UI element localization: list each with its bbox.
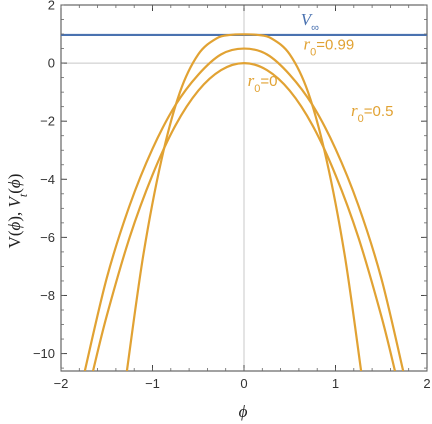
y-axis-label-part: V( [5,230,24,248]
x-tick-label: −2 [54,376,69,391]
y-axis-label-part: t [16,193,30,197]
tick-layer: −2 −1 0 1 220−2−4−6−8−10 [33,0,431,391]
x-tick-label: 2 [423,376,430,391]
annotation-symbol: r [351,101,358,120]
series-annotation: r0=0.5 [351,101,393,125]
annotation-subscript: 0 [358,113,364,125]
x-tick-label: 0 [240,376,247,391]
zero-grid-lines [61,5,427,371]
annotation-symbol: r [303,34,310,53]
y-axis-label-part: V [5,194,24,207]
y-tick-label: 0 [48,56,55,71]
y-tick-label: −10 [33,346,55,361]
annotation-value: =0.99 [316,36,354,53]
annotation-subscript: 0 [310,46,316,58]
y-axis-label-part: ϕ [5,179,24,188]
annotation-symbol: V [301,10,314,29]
series-line-3 [125,33,363,371]
y-axis-label-part: ( [5,188,24,194]
y-tick-label: −6 [40,230,55,245]
y-axis-label-part: ϕ [5,221,24,230]
x-tick-label: 1 [332,376,339,391]
annotation-symbol: r [248,71,255,90]
series-line-2 [83,47,405,371]
series-annotation: V∞ [301,10,319,34]
y-tick-label: −2 [40,114,55,129]
y-axis-label: V(ϕ), Vt(ϕ) [5,174,30,249]
y-tick-label: −4 [40,172,55,187]
series-layer [61,33,427,371]
annotation-subscript: ∞ [311,22,319,34]
y-axis-label-part: ) [5,174,24,180]
y-axis-label-part: ), [5,207,24,221]
series-line-1 [91,61,397,371]
y-tick-label: −8 [40,288,55,303]
series-annotation: r0=0.99 [303,34,354,58]
x-axis-label: ϕ [239,402,248,421]
annotation-value: =0 [260,73,277,90]
series-annotation: r0=0 [248,71,278,95]
x-tick-label: −1 [145,376,160,391]
y-tick-label: 2 [48,0,55,13]
annotation-value: =0.5 [364,103,394,120]
annotation-subscript: 0 [254,83,260,95]
